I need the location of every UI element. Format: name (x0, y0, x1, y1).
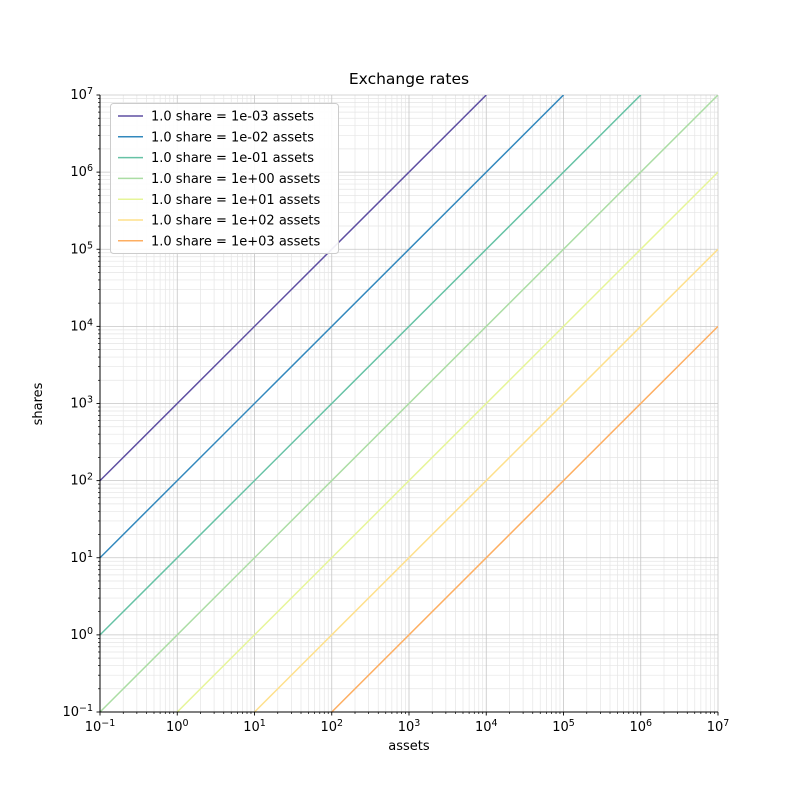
x-axis-label: assets (388, 739, 430, 754)
legend-frame (110, 103, 339, 254)
legend-label: 1.0 share = 1e+00 assets (151, 172, 320, 187)
series-line-2 (100, 95, 642, 636)
legend-label: 1.0 share = 1e+01 assets (151, 193, 320, 208)
y-tick-label: 101 (70, 549, 93, 566)
x-tick-label: 107 (707, 718, 730, 735)
x-tick-label: 105 (552, 718, 575, 735)
legend-entry: 1.0 share = 1e+03 assets (118, 234, 320, 249)
x-tick-label: 106 (629, 718, 652, 735)
series-line-4 (176, 171, 718, 712)
series-line-3 (100, 95, 718, 712)
legend: 1.0 share = 1e-03 assets 1.0 share = 1e-0… (110, 103, 339, 254)
series-line-0 (100, 95, 487, 482)
y-tick-labels: 10−1 100 101 102 103 104 105 106 107 (62, 86, 93, 720)
y-tick-label: 10−1 (62, 703, 93, 720)
y-tick-label: 100 (70, 626, 93, 643)
legend-label: 1.0 share = 1e-02 assets (151, 130, 314, 145)
legend-entry: 1.0 share = 1e-01 assets (118, 151, 314, 166)
legend-label: 1.0 share = 1e+02 assets (151, 214, 320, 229)
legend-entry: 1.0 share = 1e+02 assets (118, 214, 320, 229)
y-tick-label: 106 (70, 163, 93, 180)
series-line-6 (331, 325, 718, 712)
x-tick-label: 100 (166, 718, 189, 735)
y-axis-label: shares (31, 382, 46, 425)
y-tick-label: 103 (70, 395, 93, 412)
series-line-1 (100, 95, 565, 559)
legend-entry: 1.0 share = 1e-02 assets (118, 130, 314, 145)
y-tick-label: 105 (70, 240, 93, 257)
x-tick-label: 10−1 (85, 718, 116, 735)
x-tick-label: 102 (320, 718, 343, 735)
x-tick-labels: 10−1 100 101 102 103 104 105 106 107 (85, 718, 730, 735)
axis-ticks (96, 94, 719, 716)
y-tick-label: 104 (70, 317, 93, 334)
x-tick-label: 103 (398, 718, 421, 735)
y-tick-label: 102 (70, 472, 93, 489)
legend-label: 1.0 share = 1e-03 assets (151, 110, 314, 125)
x-tick-label: 104 (475, 718, 498, 735)
legend-label: 1.0 share = 1e-01 assets (151, 151, 314, 166)
y-tick-label: 107 (70, 86, 93, 103)
legend-label: 1.0 share = 1e+03 assets (151, 234, 320, 249)
data-lines (100, 95, 718, 712)
legend-entry: 1.0 share = 1e+01 assets (118, 193, 320, 208)
x-tick-label: 101 (243, 718, 266, 735)
chart-title: Exchange rates (349, 70, 469, 88)
legend-entry: 1.0 share = 1e-03 assets (118, 110, 314, 125)
legend-entry: 1.0 share = 1e+00 assets (118, 172, 320, 187)
series-line-5 (253, 248, 718, 712)
